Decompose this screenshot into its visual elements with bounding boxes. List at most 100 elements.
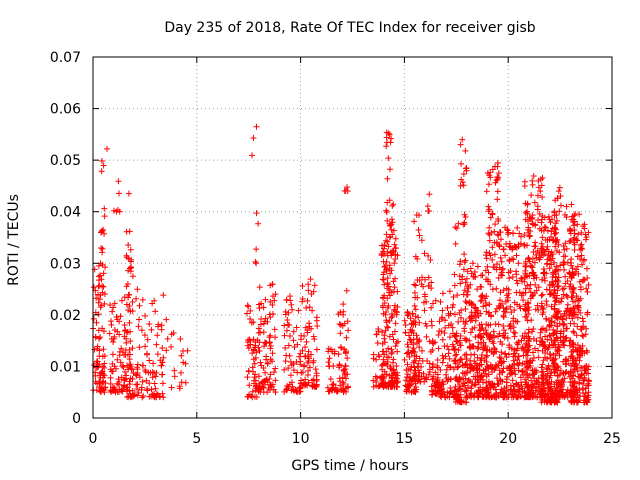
data-point: [129, 298, 136, 305]
data-point: [401, 356, 408, 363]
data-point: [526, 272, 533, 279]
data-point: [560, 243, 567, 250]
data-point: [142, 367, 149, 374]
data-point: [493, 261, 500, 268]
data-point: [392, 374, 399, 381]
data-point: [447, 364, 454, 371]
data-point: [574, 263, 581, 270]
data-point: [125, 294, 132, 301]
data-point: [98, 229, 105, 236]
data-point: [488, 313, 495, 320]
data-point: [131, 391, 138, 398]
data-point: [432, 339, 439, 346]
data-point: [460, 379, 467, 386]
data-point: [556, 352, 563, 359]
data-point: [419, 347, 426, 354]
data-point: [90, 284, 97, 291]
data-point: [567, 369, 574, 376]
data-point: [127, 361, 134, 368]
data-point: [370, 351, 377, 358]
data-point: [128, 393, 135, 400]
data-point: [146, 393, 153, 400]
data-point: [91, 362, 98, 369]
data-point: [534, 192, 541, 199]
data-point: [300, 380, 307, 387]
data-point: [102, 264, 109, 271]
data-point: [489, 210, 496, 217]
data-point: [247, 307, 254, 314]
data-point: [373, 378, 380, 385]
data-point: [496, 297, 503, 304]
data-point: [95, 262, 102, 269]
data-point: [509, 246, 516, 253]
data-point: [566, 283, 573, 290]
data-point: [449, 324, 456, 331]
data-point: [442, 371, 449, 378]
data-point: [383, 209, 390, 216]
data-point: [485, 203, 492, 210]
data-point: [304, 382, 311, 389]
data-point: [583, 362, 590, 369]
data-point: [469, 343, 476, 350]
data-point: [497, 289, 504, 296]
data-point: [416, 232, 423, 239]
data-point: [121, 294, 128, 301]
data-point: [126, 362, 133, 369]
data-point: [524, 317, 531, 324]
data-point: [524, 352, 531, 359]
data-point: [572, 311, 579, 318]
data-point: [121, 377, 128, 384]
data-point: [524, 363, 531, 370]
data-point: [288, 379, 295, 386]
data-point: [385, 302, 392, 309]
data-point: [414, 294, 421, 301]
data-point: [487, 169, 494, 176]
data-point: [467, 368, 474, 375]
y-tick-label: 0.04: [50, 205, 81, 221]
data-point: [134, 370, 141, 377]
data-point: [577, 345, 584, 352]
data-point: [267, 298, 274, 305]
data-point: [490, 340, 497, 347]
data-point: [411, 281, 418, 288]
data-point: [283, 387, 290, 394]
data-point: [524, 208, 531, 215]
data-point: [567, 387, 574, 394]
data-point: [392, 343, 399, 350]
data-point: [149, 300, 156, 307]
data-point: [97, 292, 104, 299]
data-point: [493, 177, 500, 184]
data-point: [560, 341, 567, 348]
data-point: [98, 302, 105, 309]
data-point: [524, 201, 531, 208]
data-point: [298, 377, 305, 384]
x-tick-label: 15: [395, 431, 413, 447]
data-point: [337, 382, 344, 389]
data-point: [554, 283, 561, 290]
data-point: [139, 296, 146, 303]
data-point: [500, 365, 507, 372]
data-point: [262, 296, 269, 303]
data-point: [404, 308, 411, 315]
data-point: [551, 286, 558, 293]
data-point: [458, 160, 465, 167]
data-point: [573, 348, 580, 355]
data-point: [478, 293, 485, 300]
data-point: [325, 359, 332, 366]
data-point: [446, 288, 453, 295]
data-point: [512, 243, 519, 250]
data-point: [404, 341, 411, 348]
data-point: [272, 389, 279, 396]
data-point: [488, 348, 495, 355]
data-point: [460, 221, 467, 228]
data-point: [483, 255, 490, 262]
data-point: [261, 318, 268, 325]
data-point: [457, 391, 464, 398]
data-point: [401, 317, 408, 324]
data-point: [305, 348, 312, 355]
data-point: [433, 390, 440, 397]
data-point: [257, 389, 264, 396]
data-point: [386, 292, 393, 299]
data-point: [257, 359, 264, 366]
data-point: [551, 212, 558, 219]
